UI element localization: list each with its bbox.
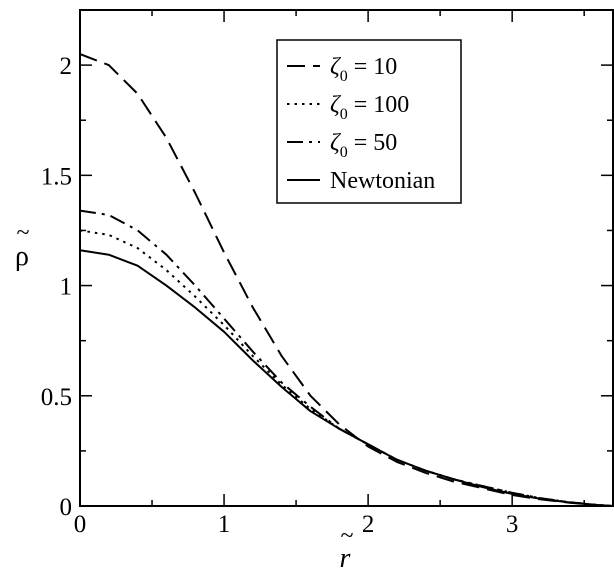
y-tick-label: 2 [60, 53, 73, 80]
plot-frame [79, 9, 614, 507]
x-axis-label: r [340, 543, 351, 571]
legend-label: ζ0 = 50 [330, 130, 397, 161]
y-tick-label: 1 [60, 274, 73, 301]
legend: ζ0 = 10 ζ0 = 100 ζ0 = 50 Newtonian [276, 39, 462, 204]
legend-label: ζ0 = 10 [330, 54, 397, 85]
series-lines [79, 53, 614, 507]
y-axis-label: ρ [15, 241, 29, 272]
legend-box [276, 39, 462, 204]
series-line-dotted [79, 229, 614, 507]
x-tick-label: 1 [218, 511, 231, 538]
axis-ticks: 0 1 2 3 0 0.5 1 1.5 2 [41, 10, 613, 538]
legend-label: Newtonian [330, 168, 435, 194]
x-axis-label-accent: ~ [341, 523, 354, 549]
y-axis-label-accent: ~ [17, 220, 30, 246]
series-line-solid [79, 249, 614, 507]
x-tick-label: 0 [74, 511, 87, 538]
legend-label: ζ0 = 100 [330, 92, 409, 123]
y-tick-label: 0.5 [41, 384, 72, 411]
x-tick-label: 2 [362, 511, 375, 538]
x-tick-label: 3 [506, 511, 519, 538]
series-line-dash-dot [79, 209, 614, 507]
y-tick-label: 1.5 [41, 163, 72, 190]
y-tick-label: 0 [60, 494, 73, 521]
